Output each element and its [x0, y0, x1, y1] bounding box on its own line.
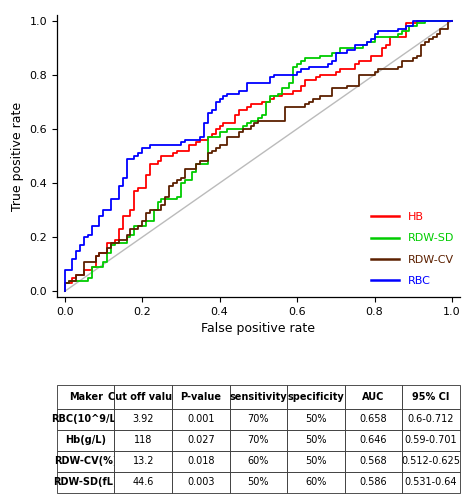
Legend: HB, RDW-SD, RDW-CV, RBC: HB, RDW-SD, RDW-CV, RBC — [371, 212, 454, 286]
X-axis label: False positive rate: False positive rate — [201, 322, 315, 335]
Y-axis label: True positive rate: True positive rate — [11, 102, 24, 211]
